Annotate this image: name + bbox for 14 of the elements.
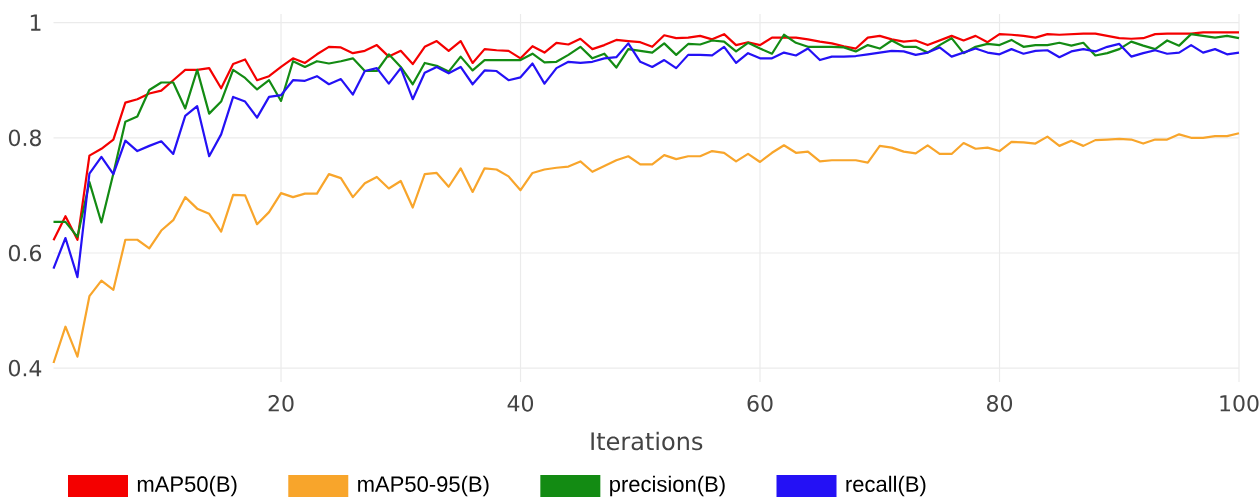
x-tick-label: 80 [987,395,1013,412]
y-tick-label: 1 [30,14,41,31]
legend-label: precision(B) [610,475,725,497]
x-tick-label: 60 [747,395,773,412]
x-tick-label: 40 [507,395,534,412]
legend-label: mAP50(B) [137,475,237,497]
legend-label: recall(B) [846,475,926,497]
y-tick-label: 0.8 [8,129,41,147]
legend-label: mAP50-95(B) [358,475,489,497]
y-tick-label: 0.6 [8,244,42,262]
x-tick-label: 20 [268,395,294,412]
x-axis-title: Iterations [591,431,703,451]
y-tick-label: 0.4 [8,359,42,377]
x-tick-label: 100 [1220,395,1259,412]
